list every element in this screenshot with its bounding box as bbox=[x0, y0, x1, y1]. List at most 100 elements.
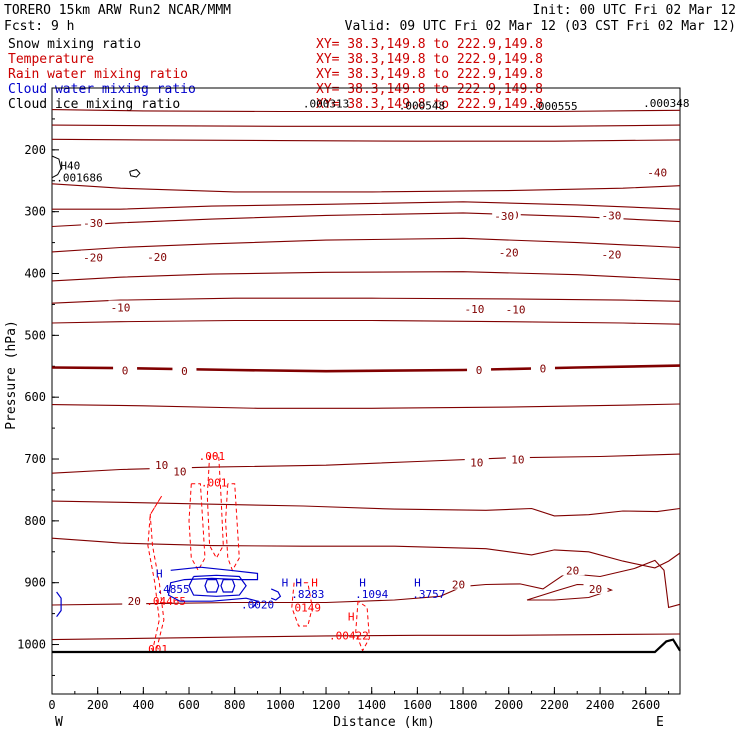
isotherm-line bbox=[51, 364, 681, 373]
isotherm-label: 10 bbox=[173, 465, 186, 478]
isotherm-label: -30 bbox=[602, 209, 622, 222]
isotherm-label-bg bbox=[81, 215, 106, 228]
isotherm-label-bg bbox=[149, 458, 174, 471]
isotherm-label: -20 bbox=[602, 248, 622, 261]
x-tick-label: 400 bbox=[133, 698, 155, 712]
cloud-water-contour bbox=[204, 579, 220, 593]
isotherm-label-bg bbox=[560, 563, 585, 576]
isotherm-label-bg bbox=[530, 361, 555, 374]
field-name-2: Rain water mixing ratio bbox=[8, 67, 188, 82]
plot-axes: 0 200 400 600 800 1000 1200 1400 1600 1800 2000 220… bbox=[17, 87, 681, 712]
field-name-0: Snow mixing ratio bbox=[8, 37, 141, 52]
x-tick-label: 600 bbox=[178, 698, 200, 712]
field-xy-1: XY= 38.3,149.8 to 222.9,149.8 bbox=[316, 52, 543, 67]
rain-contour bbox=[355, 600, 370, 652]
isotherm-line bbox=[52, 201, 681, 210]
x-tick-label: 2400 bbox=[586, 698, 615, 712]
rain-max-value: .00422 bbox=[329, 629, 369, 642]
isotherm-label-bg bbox=[108, 300, 133, 313]
west-end-label: W bbox=[55, 715, 63, 730]
terrain-line bbox=[52, 638, 681, 654]
isotherm-label: -30 bbox=[83, 217, 103, 230]
rain-contour-label: .04465 bbox=[146, 595, 186, 608]
snow-contour bbox=[51, 155, 62, 179]
snow-max-value: .001686 bbox=[56, 172, 102, 185]
isotherm-label-bg bbox=[113, 363, 138, 376]
y-axis-label: Pressure (hPa) bbox=[4, 320, 19, 430]
cloud-water-contour bbox=[167, 566, 259, 608]
rain-contour bbox=[188, 483, 206, 572]
field-legend: Snow mixing ratio XY= 38.3,149.8 to 222.9… bbox=[8, 37, 543, 112]
isotherm-label: -30 bbox=[494, 210, 514, 223]
x-axis-label: Distance (km) bbox=[333, 715, 435, 730]
rain-contour-label: .001 bbox=[199, 450, 226, 463]
cloud-water-contour bbox=[188, 574, 247, 597]
isotherm-line bbox=[51, 500, 681, 517]
header-init: Init: 00 UTC Fri 02 Mar 12 bbox=[533, 3, 737, 18]
rain-contour-label: .001 bbox=[142, 643, 169, 656]
x-tick-label: 1600 bbox=[403, 698, 432, 712]
y-tick-label: 200 bbox=[24, 143, 46, 157]
field-name-1: Temperature bbox=[8, 52, 94, 67]
isotherm-label: -20 bbox=[147, 251, 167, 264]
isotherm-line bbox=[51, 633, 681, 641]
isotherm-line bbox=[51, 109, 681, 113]
isotherm-label: -20 bbox=[83, 251, 103, 264]
rain-contour bbox=[225, 483, 240, 572]
isotherm-label-bg bbox=[464, 455, 489, 468]
isotherm-label-bg bbox=[122, 594, 147, 607]
isotherm-label: 10 bbox=[511, 454, 524, 467]
temperature-contours: -40-30-30-30-30-20-20-20-20-10-10-100000… bbox=[51, 109, 681, 641]
isotherm-line bbox=[51, 297, 681, 304]
cloud-max-marker: H bbox=[156, 567, 163, 580]
cloud-water-contour bbox=[220, 579, 236, 593]
cloud-max-marker: H bbox=[359, 577, 366, 590]
isotherm-label-bg bbox=[492, 209, 517, 222]
isotherm-line bbox=[51, 403, 681, 409]
header-valid-time: Valid: 09 UTC Fri 02 Mar 12 (03 CST Fri … bbox=[345, 19, 736, 34]
ice-and-snow-contours: H40.001686 .000313 .000548 .000555 .000348 bbox=[51, 97, 689, 185]
isotherm-label: 0 bbox=[181, 365, 188, 378]
field-xy-3: XY= 38.3,149.8 to 222.9,149.8 bbox=[316, 82, 543, 97]
rain-contour bbox=[147, 495, 165, 652]
ice-max-value: .000555 bbox=[531, 100, 577, 113]
rain-max-marker: H bbox=[348, 611, 355, 624]
x-tick-label: 0 bbox=[48, 698, 55, 712]
field-name-4: Cloud ice mixing ratio bbox=[8, 97, 180, 112]
y-tick-label: 1000 bbox=[17, 638, 46, 652]
east-end-label: E bbox=[656, 715, 664, 730]
cloud-max-marker: H bbox=[282, 577, 289, 590]
snow-contour bbox=[129, 169, 141, 178]
y-tick-label: 800 bbox=[24, 514, 46, 528]
isotherm-label-bg bbox=[81, 250, 106, 263]
field-xy-2: XY= 38.3,149.8 to 222.9,149.8 bbox=[316, 67, 543, 82]
y-tick-label: 500 bbox=[24, 328, 46, 342]
isotherm-line bbox=[51, 212, 681, 228]
field-xy-0: XY= 38.3,149.8 to 222.9,149.8 bbox=[316, 37, 543, 52]
isotherm-label: -10 bbox=[506, 303, 526, 316]
isotherm-label-bg bbox=[599, 208, 624, 221]
isotherm-label-bg bbox=[505, 452, 530, 465]
isotherm-line bbox=[51, 537, 681, 569]
isotherm-label-bg bbox=[599, 247, 624, 260]
rain-contour bbox=[291, 582, 313, 627]
field-xy-4: XY= 38.3,149.8 to 222.9,149.8 bbox=[316, 97, 543, 112]
x-tick-label: 2000 bbox=[494, 698, 523, 712]
isotherm-label: 20 bbox=[452, 579, 465, 592]
x-tick-label: 200 bbox=[87, 698, 109, 712]
plot-frame bbox=[51, 87, 681, 695]
isotherm-label: -20 bbox=[499, 246, 519, 259]
x-tick-label: 1200 bbox=[312, 698, 341, 712]
cloud-max-value: .3757 bbox=[412, 588, 445, 601]
cloud-water-contour bbox=[270, 588, 282, 601]
isotherm-label: 20 bbox=[128, 595, 141, 608]
x-tick-label: 2600 bbox=[631, 698, 660, 712]
isotherm-label-bg bbox=[503, 302, 528, 315]
isotherm-label-bg bbox=[446, 577, 471, 590]
isotherm-label-bg bbox=[145, 249, 170, 262]
rain-contour-label: .001 bbox=[201, 477, 228, 490]
cloud-max-value: .4855 bbox=[156, 583, 189, 596]
x-tick-label: 2200 bbox=[540, 698, 569, 712]
